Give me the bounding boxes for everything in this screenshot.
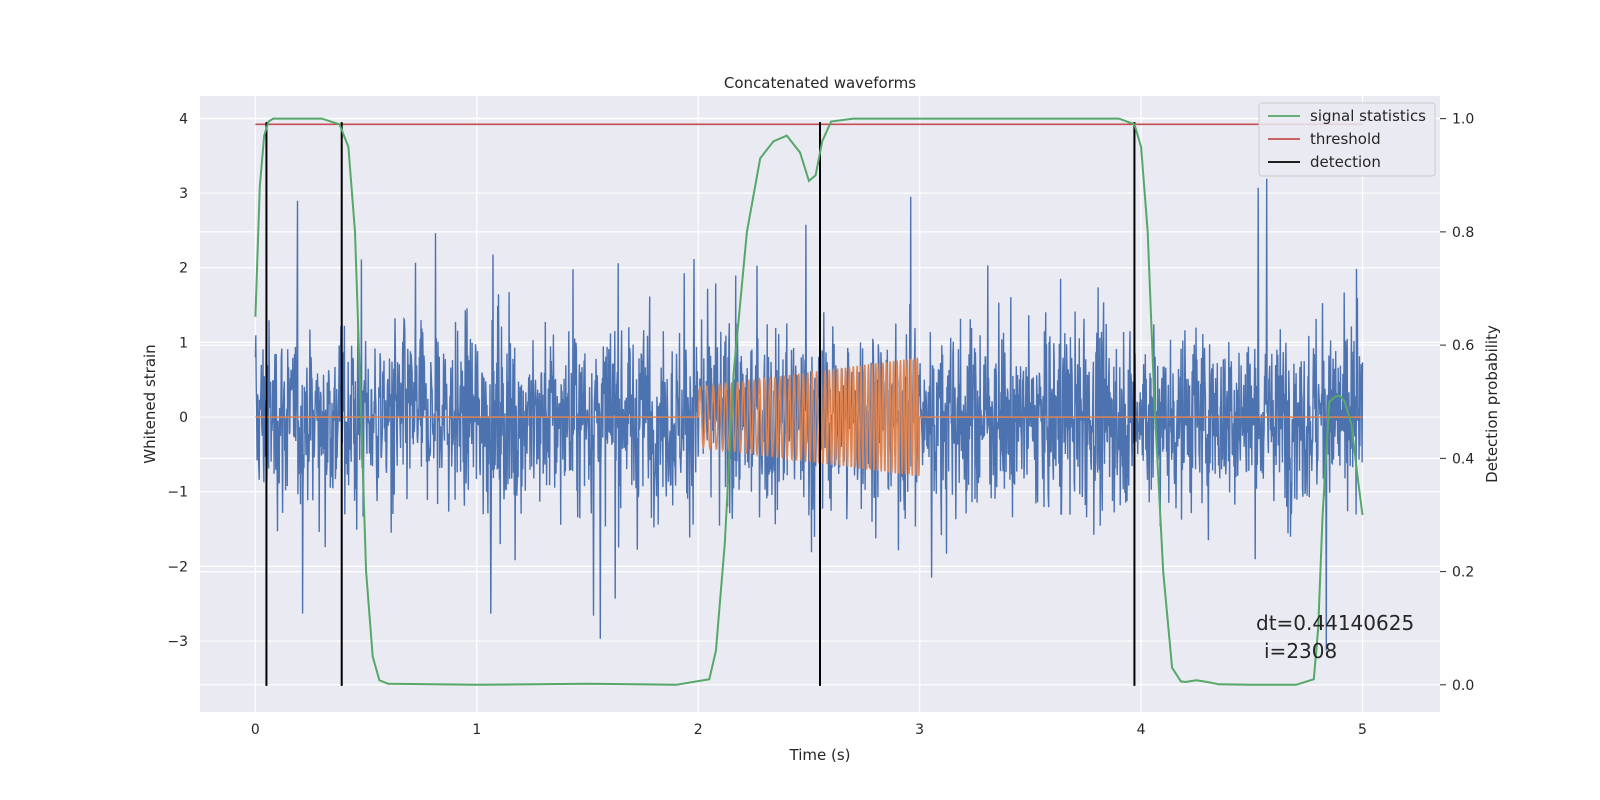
y2-axis-label: Detection probability (1483, 325, 1501, 483)
y2-tick-label: 0.2 (1452, 565, 1474, 581)
y-tick-label: −1 (167, 485, 188, 501)
series-template (255, 357, 1363, 477)
y2-tick-label: 0.8 (1452, 225, 1474, 241)
y-tick-label: −3 (167, 634, 188, 650)
y-axis-label: Whitened strain (141, 344, 159, 463)
x-axis-label: Time (s) (789, 746, 851, 764)
legend-box (1258, 102, 1436, 177)
y2-tick-label: 0.0 (1452, 678, 1474, 694)
y2-tick-label: 0.4 (1452, 451, 1474, 467)
y2-tick-label: 0.6 (1452, 338, 1474, 354)
annotation-i: i=2308 (1264, 639, 1337, 663)
y-tick-label: −2 (167, 559, 188, 575)
y-tick-label: 1 (179, 335, 188, 351)
y-tick-label: 4 (179, 111, 188, 127)
y-tick-label: 3 (179, 186, 188, 202)
y-tick-label: 2 (179, 261, 188, 277)
x-tick-label: 0 (251, 722, 260, 738)
series-layer (254, 117, 1364, 686)
annotation-dt: dt=0.44140625 (1256, 611, 1414, 635)
x-tick-label: 1 (472, 722, 481, 738)
y2-tick-label: 1.0 (1452, 112, 1474, 128)
y-tick-label: 0 (179, 410, 188, 426)
x-tick-label: 5 (1358, 722, 1367, 738)
series-signal-statistics (254, 117, 1364, 686)
x-tick-label: 3 (915, 722, 924, 738)
legend-label-threshold: threshold (1310, 130, 1381, 148)
x-tick-label: 4 (1137, 722, 1146, 738)
series-whitened-strain (254, 178, 1364, 651)
chart-title: Concatenated waveforms (724, 74, 916, 92)
legend-label-signal-statistics: signal statistics (1310, 107, 1426, 125)
x-tick-label: 2 (694, 722, 703, 738)
ticks: 0 1 2 3 4 5 −3 −2 −1 0 1 2 3 4 0.0 0.2 0.4 0.6 0.8 1.0 (167, 111, 1474, 738)
legend: signal statistics threshold detection (1258, 102, 1436, 177)
legend-label-detection: detection (1310, 153, 1381, 171)
